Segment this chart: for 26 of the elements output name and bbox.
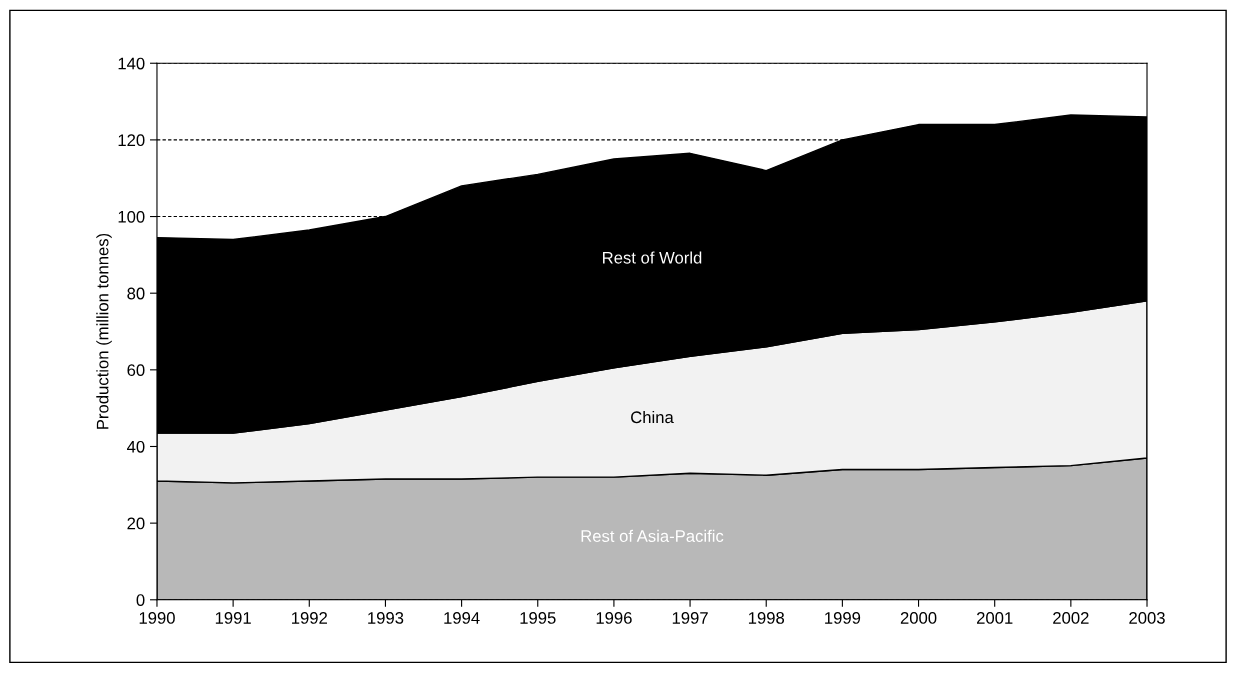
- x-tick-label: 2003: [1129, 612, 1165, 624]
- x-tick-label: 1997: [672, 612, 708, 624]
- series-label: Rest of Asia-Pacific: [581, 529, 724, 542]
- x-tick-label: 1993: [368, 612, 404, 624]
- y-tick-label: 100: [118, 210, 145, 223]
- x-tick-label: 1992: [292, 612, 327, 624]
- x-tick-label: 1994: [444, 612, 480, 624]
- x-tick-label: 2000: [900, 612, 937, 624]
- y-tick-label: 120: [118, 134, 145, 147]
- x-tick-label: 1999: [825, 612, 861, 624]
- y-tick-label: 0: [136, 594, 145, 606]
- y-axis-title: Production (million tonnes): [96, 233, 112, 429]
- y-tick-label: 140: [118, 57, 145, 70]
- y-tick-label: 80: [127, 287, 145, 300]
- x-tick-label: 2001: [977, 612, 1013, 624]
- x-tick-label: 1991: [215, 612, 251, 624]
- series-label: Rest of World: [603, 251, 702, 264]
- x-tick-label: 2002: [1053, 612, 1089, 624]
- x-tick-label: 1996: [596, 612, 632, 624]
- y-tick-label: 20: [127, 517, 145, 530]
- series-label: China: [631, 410, 674, 424]
- x-tick-label: 1995: [520, 612, 556, 624]
- x-tick-label: 1990: [139, 612, 175, 624]
- x-tick-label: 1998: [748, 612, 785, 624]
- y-tick-label: 60: [127, 364, 145, 377]
- y-tick-label: 40: [127, 440, 145, 453]
